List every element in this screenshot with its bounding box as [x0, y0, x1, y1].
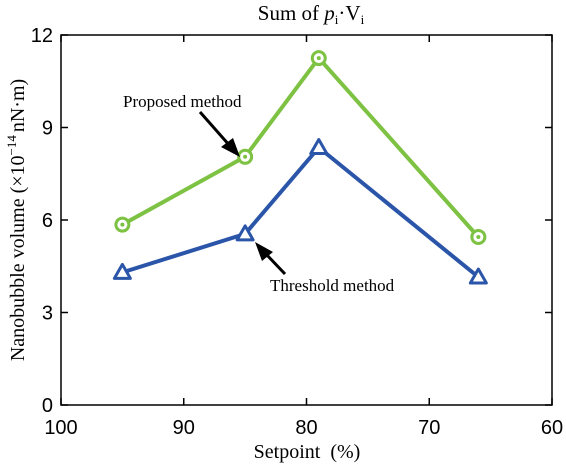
data-point-center — [243, 154, 248, 159]
x-tick-label: 70 — [418, 417, 440, 439]
data-point-triangle — [235, 224, 255, 242]
y-tick-label: 12 — [31, 25, 53, 47]
arrow-proposed — [198, 111, 240, 157]
y-tick-label: 0 — [42, 395, 53, 417]
x-axis-title: Setpoint (%) — [254, 441, 361, 463]
y-tick-label: 3 — [42, 303, 53, 325]
series-proposed-method — [114, 50, 487, 245]
data-point-triangle — [468, 267, 488, 285]
x-tick-label: 100 — [44, 417, 77, 439]
axis-ticks: 100 90 80 70 60 0 3 6 9 12 — [31, 25, 563, 439]
chart-title: Sum of pi·Vi — [258, 1, 365, 27]
y-tick-label: 9 — [42, 118, 53, 140]
data-point-triangle — [112, 262, 132, 280]
y-axis-title: Nanobubble volume (×10−14nN·m) — [4, 79, 29, 361]
series-line — [121, 145, 480, 279]
series-layer — [112, 50, 488, 285]
series-threshold-method — [112, 138, 488, 285]
x-tick-label: 60 — [541, 417, 563, 439]
data-point-center — [316, 56, 321, 61]
data-point-triangle — [309, 138, 329, 156]
data-point-center — [120, 222, 125, 227]
arrow-threshold — [255, 242, 287, 276]
y-tick-label: 6 — [42, 210, 53, 232]
x-tick-label: 90 — [173, 417, 195, 439]
data-point-center — [476, 234, 481, 239]
series-line — [121, 56, 480, 239]
annotation-threshold: Threshold method — [270, 276, 395, 295]
annotation-proposed: Proposed method — [123, 92, 242, 111]
x-tick-label: 80 — [295, 417, 317, 439]
